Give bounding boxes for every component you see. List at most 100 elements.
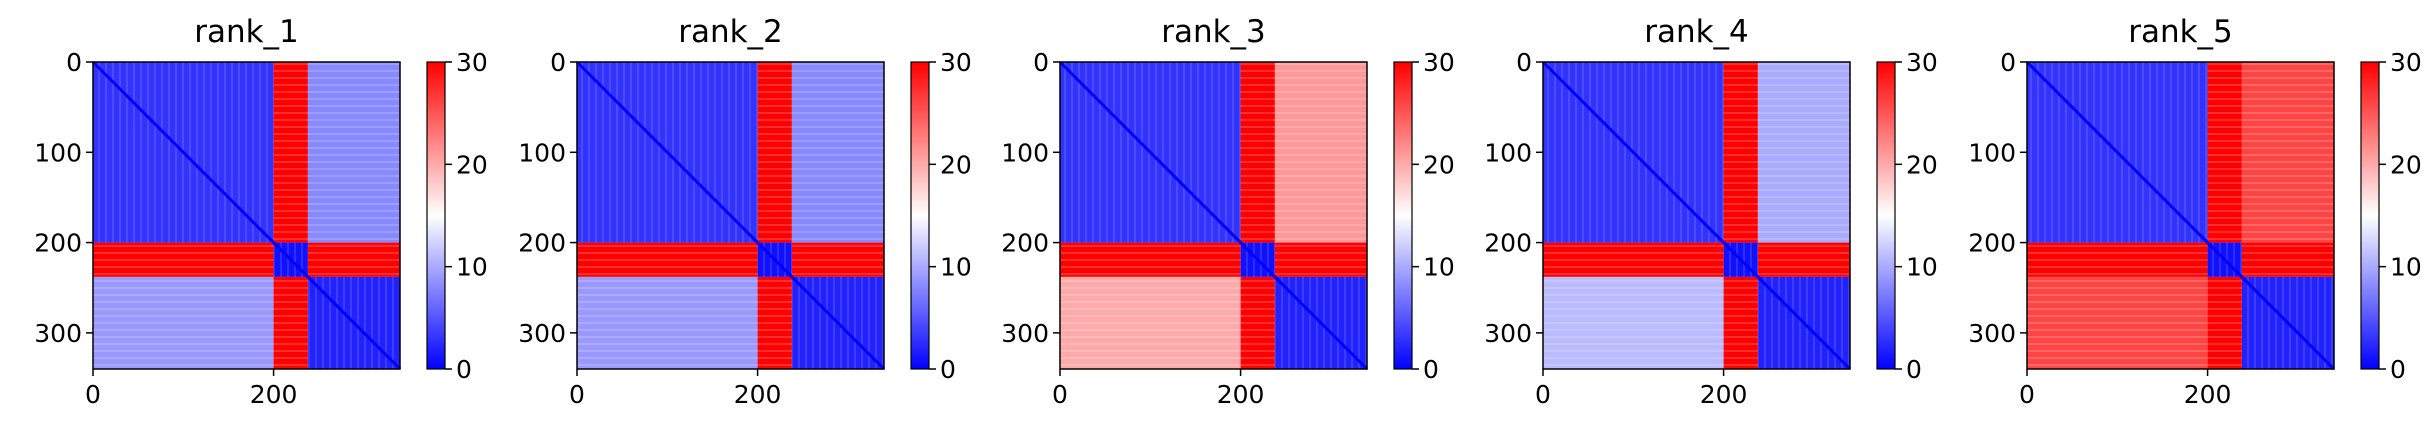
panel-title: rank_5 — [2128, 14, 2233, 50]
heatmap-texture — [2207, 276, 2242, 369]
heatmap-texture — [273, 62, 308, 243]
pae-panel-5: rank_5 0 200 0 100 200 300 0 10 20 30 — [1968, 14, 2422, 409]
pae-panel-3: rank_3 0 200 0 100 200 300 0 10 20 30 — [1001, 14, 1455, 409]
heatmap-texture — [1274, 242, 1367, 277]
heatmap-texture — [577, 242, 758, 277]
heatmap — [1541, 60, 1852, 371]
heatmap-texture — [1060, 242, 1241, 277]
colorbar-tick-label: 30 — [1906, 48, 1938, 77]
heatmap-texture — [1723, 62, 1758, 243]
y-tick-label: 100 — [1001, 138, 1049, 167]
y-tick-label: 200 — [34, 229, 82, 258]
heatmap — [1058, 60, 1369, 371]
colorbar — [426, 61, 446, 370]
colorbar-tick-label: 20 — [1906, 150, 1938, 179]
y-tick-label: 200 — [1968, 229, 2016, 258]
x-tick-label: 200 — [2184, 380, 2232, 409]
heatmap-diagonal — [1058, 60, 1369, 371]
heatmap-texture — [2207, 62, 2242, 243]
colorbar-tick-label: 0 — [456, 355, 472, 384]
y-tick-label: 300 — [1001, 319, 1049, 348]
heatmap-texture — [273, 276, 308, 369]
y-tick-label: 300 — [1968, 319, 2016, 348]
heatmap-diagonal — [91, 60, 402, 371]
heatmap-texture — [1757, 242, 1850, 277]
x-tick-label: 0 — [85, 380, 101, 409]
x-tick-label: 200 — [1217, 380, 1265, 409]
pae-panel-4: rank_4 0 200 0 100 200 300 0 10 20 30 — [1484, 14, 1938, 409]
y-tick-label: 0 — [1033, 48, 1049, 77]
colorbar-tick-label: 0 — [940, 355, 956, 384]
heatmap-texture — [2027, 276, 2208, 369]
heatmap-texture — [2027, 242, 2208, 277]
heatmap-texture — [93, 276, 274, 369]
x-tick-label: 0 — [569, 380, 585, 409]
heatmap — [2025, 60, 2336, 371]
plot-frame — [1059, 61, 1368, 370]
heatmap-texture — [2241, 62, 2334, 243]
heatmap-texture — [791, 242, 884, 277]
heatmap-texture — [1274, 62, 1367, 243]
colorbar-tick-label: 10 — [2390, 253, 2422, 282]
heatmap-diagonal — [575, 60, 886, 371]
y-tick-label: 200 — [518, 229, 566, 258]
heatmap-diagonal — [1541, 60, 1852, 371]
y-tick-label: 100 — [1484, 138, 1532, 167]
panel-title: rank_2 — [678, 14, 783, 50]
y-tick-label: 0 — [550, 48, 566, 77]
heatmap-diagonal — [2025, 60, 2336, 371]
colorbar-tick-label: 10 — [1423, 253, 1455, 282]
colorbar-tick-label: 10 — [456, 253, 488, 282]
y-tick-label: 100 — [518, 138, 566, 167]
colorbar-tick-label: 0 — [1423, 355, 1439, 384]
heatmap-texture — [307, 62, 400, 243]
y-tick-label: 0 — [1516, 48, 1532, 77]
heatmap — [575, 60, 886, 371]
colorbar-tick-label: 10 — [1906, 253, 1938, 282]
x-tick-label: 200 — [734, 380, 782, 409]
y-tick-label: 100 — [1968, 138, 2016, 167]
heatmap-texture — [757, 276, 792, 369]
panel-title: rank_4 — [1644, 14, 1749, 50]
colorbar — [1393, 61, 1413, 370]
heatmap-texture — [577, 276, 758, 369]
heatmap-texture — [307, 242, 400, 277]
heatmap-texture — [1757, 62, 1850, 243]
colorbar — [1876, 61, 1896, 370]
heatmap-texture — [791, 62, 884, 243]
y-tick-label: 300 — [1484, 319, 1532, 348]
y-tick-label: 300 — [34, 319, 82, 348]
y-tick-label: 300 — [518, 319, 566, 348]
y-tick-label: 200 — [1484, 229, 1532, 258]
colorbar-tick-label: 10 — [940, 253, 972, 282]
pae-panel-2: rank_2 0 200 0 100 200 300 0 10 20 30 — [518, 14, 972, 409]
x-tick-label: 0 — [1535, 380, 1551, 409]
x-tick-label: 200 — [250, 380, 298, 409]
colorbar-tick-label: 30 — [940, 48, 972, 77]
colorbar — [910, 61, 930, 370]
plot-frame — [92, 61, 401, 370]
plot-frame — [1542, 61, 1851, 370]
colorbar-tick-label: 20 — [2390, 150, 2422, 179]
colorbar-tick-label: 30 — [1423, 48, 1455, 77]
x-tick-label: 0 — [1052, 380, 1068, 409]
colorbar-tick-label: 30 — [2390, 48, 2422, 77]
colorbar-tick-label: 0 — [2390, 355, 2406, 384]
pae-panel-1: rank_1 0 200 0 100 200 300 0 10 20 30 — [34, 14, 488, 409]
x-tick-label: 200 — [1700, 380, 1748, 409]
x-tick-label: 0 — [2019, 380, 2035, 409]
heatmap-texture — [1240, 276, 1275, 369]
colorbar-tick-label: 20 — [456, 150, 488, 179]
colorbar-tick-label: 0 — [1906, 355, 1922, 384]
y-tick-label: 200 — [1001, 229, 1049, 258]
heatmap-texture — [1060, 276, 1241, 369]
heatmap-texture — [93, 242, 274, 277]
heatmap-texture — [1240, 62, 1275, 243]
heatmap-texture — [2241, 242, 2334, 277]
y-tick-label: 0 — [2000, 48, 2016, 77]
colorbar-tick-label: 20 — [1423, 150, 1455, 179]
y-tick-label: 0 — [66, 48, 82, 77]
colorbar-tick-label: 30 — [456, 48, 488, 77]
heatmap — [91, 60, 402, 371]
